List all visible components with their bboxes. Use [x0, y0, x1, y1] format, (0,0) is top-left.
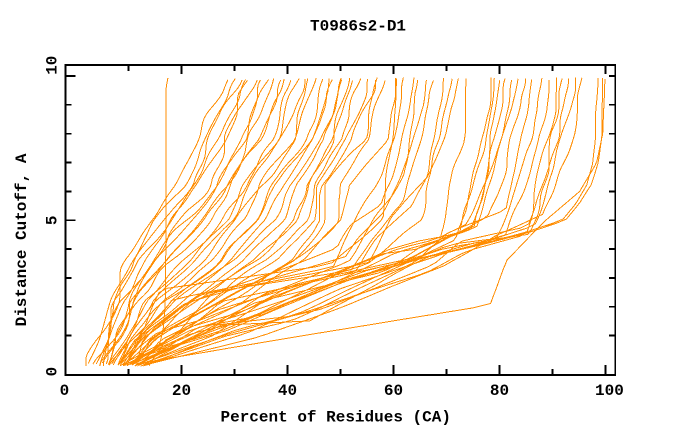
svg-text:10: 10	[44, 56, 62, 75]
svg-text:T0986s2-D1: T0986s2-D1	[310, 18, 406, 36]
svg-text:0: 0	[60, 382, 70, 400]
svg-text:5: 5	[44, 215, 62, 225]
svg-text:20: 20	[172, 382, 191, 400]
svg-text:Distance Cutoff, A: Distance Cutoff, A	[13, 153, 31, 326]
svg-text:40: 40	[278, 382, 297, 400]
svg-text:80: 80	[490, 382, 509, 400]
svg-text:0: 0	[44, 367, 62, 377]
svg-text:100: 100	[595, 382, 624, 400]
svg-text:60: 60	[384, 382, 403, 400]
svg-text:Percent of Residues (CA): Percent of Residues (CA)	[221, 409, 451, 427]
